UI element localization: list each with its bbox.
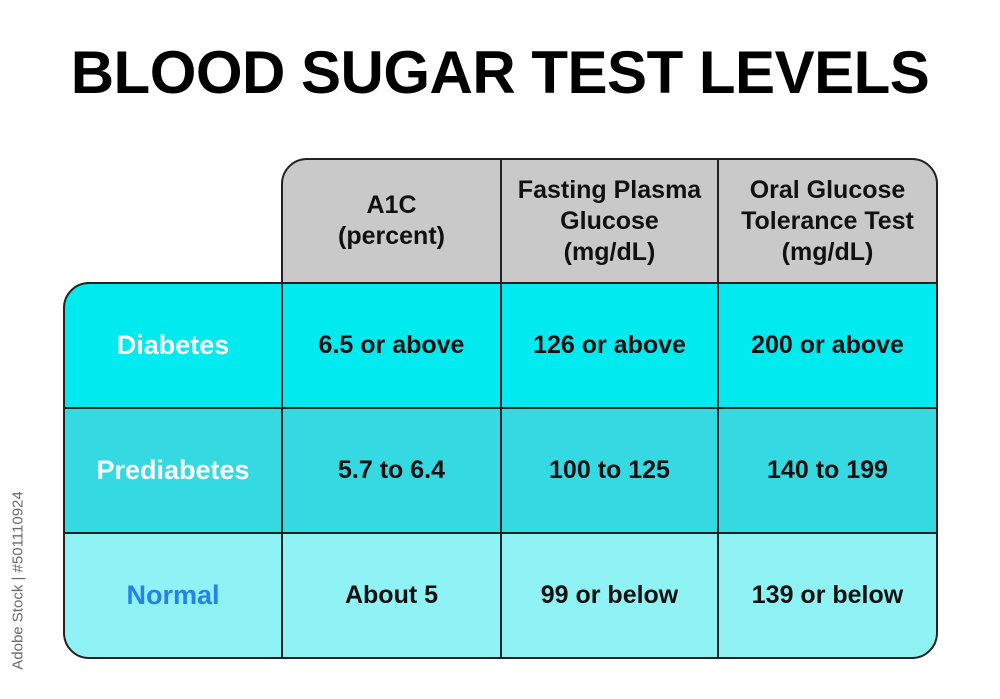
header-fpg-line-3: (mg/dL) — [563, 237, 656, 266]
row-label-normal: Normal — [63, 532, 283, 659]
cell-prediabetes-a1c: 5.7 to 6.4 — [281, 407, 502, 534]
header-fpg-line-2: Glucose — [560, 206, 659, 235]
header-ogtt-line-3: (mg/dL) — [781, 237, 874, 266]
cell-prediabetes-ogtt: 140 to 199 — [717, 407, 938, 534]
row-label-normal-text: Normal — [126, 580, 220, 610]
cell-value: 200 or above — [751, 331, 904, 359]
header-a1c-line-1: A1C — [366, 191, 417, 219]
header-a1c: A1C (percent) — [281, 158, 502, 284]
cell-value: 5.7 to 6.4 — [338, 456, 445, 484]
cell-value: 139 or below — [751, 581, 904, 609]
header-oral-glucose-tolerance-test: Oral Glucose Tolerance Test (mg/dL) — [717, 158, 938, 284]
cell-diabetes-fpg: 126 or above — [500, 282, 719, 409]
row-label-diabetes-text: Diabetes — [116, 330, 230, 360]
cell-value: 100 to 125 — [549, 456, 670, 484]
page-title: BLOOD SUGAR TEST LEVELS — [70, 39, 930, 106]
cell-normal-a1c: About 5 — [281, 532, 502, 659]
cell-normal-fpg: 99 or below — [500, 532, 719, 659]
cell-prediabetes-fpg: 100 to 125 — [500, 407, 719, 534]
row-label-prediabetes-text: Prediabetes — [96, 455, 250, 485]
header-a1c-line-2: (percent) — [338, 222, 445, 250]
header-ogtt-line-2: Tolerance Test — [741, 206, 914, 235]
cell-normal-ogtt: 139 or below — [717, 532, 938, 659]
stock-watermark-text: Adobe Stock | #501110924 — [9, 490, 27, 670]
cell-diabetes-a1c: 6.5 or above — [281, 282, 502, 409]
cell-diabetes-ogtt: 200 or above — [717, 282, 938, 409]
stock-watermark: Adobe Stock | #501110924 — [8, 470, 28, 690]
cell-value: About 5 — [344, 581, 439, 609]
header-ogtt-line-1: Oral Glucose — [749, 175, 906, 204]
cell-value: 140 to 199 — [767, 456, 888, 484]
cell-value: 99 or below — [540, 581, 679, 609]
header-fasting-plasma-glucose: Fasting Plasma Glucose (mg/dL) — [500, 158, 719, 284]
header-fpg-line-1: Fasting Plasma — [517, 175, 702, 204]
cell-value: 6.5 or above — [318, 331, 465, 359]
row-label-diabetes: Diabetes — [63, 282, 283, 409]
row-label-prediabetes: Prediabetes — [63, 407, 283, 534]
cell-value: 126 or above — [533, 331, 686, 359]
